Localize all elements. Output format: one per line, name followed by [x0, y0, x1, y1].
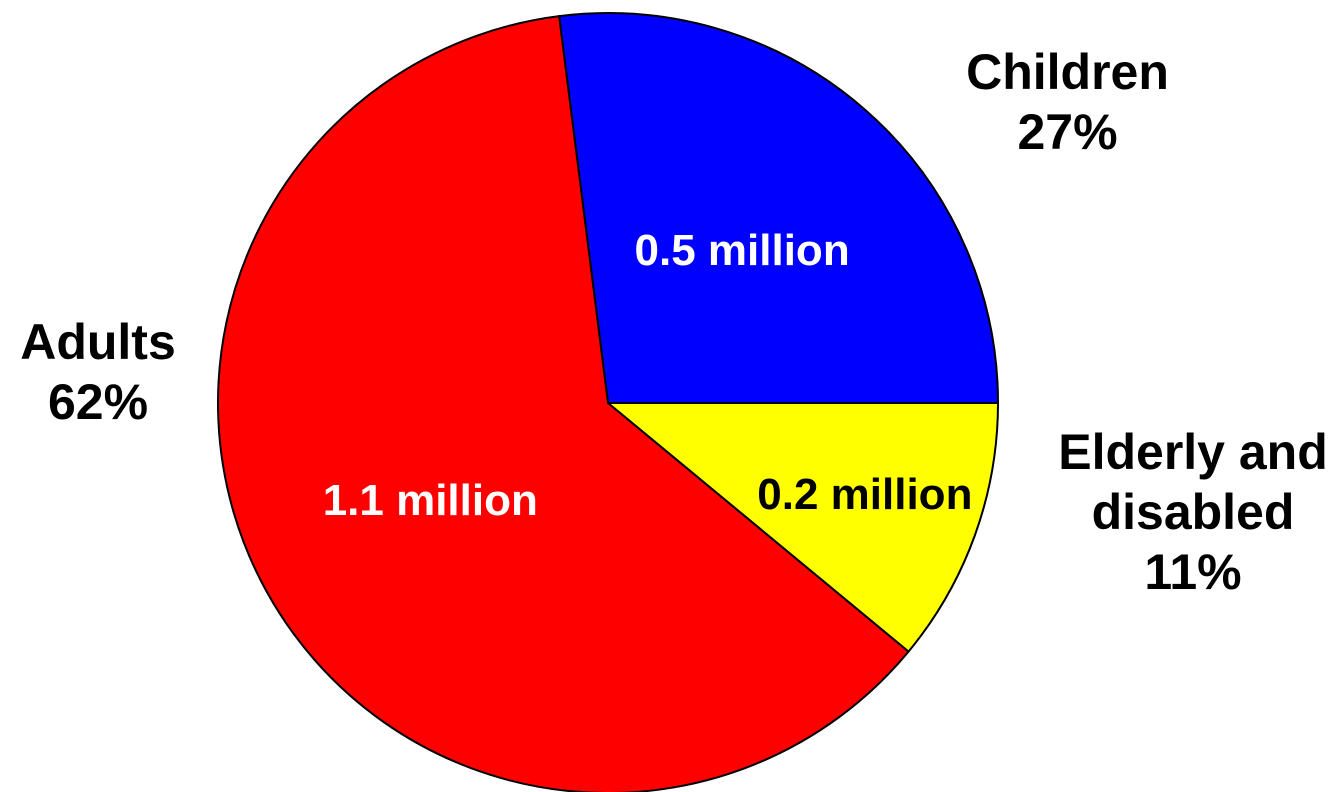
category-elderly-line1: Elderly and [1058, 424, 1328, 480]
pie-slice-adults [217, 14, 910, 792]
percent-adults: 62% [47, 374, 149, 430]
pie-slice-elderly-disabled [605, 402, 1000, 654]
slice-value-label-adults: 1.1 million [322, 475, 538, 525]
percent-children: 27% [1017, 104, 1118, 160]
legend-label-adults: Adults 62% [8, 312, 188, 432]
category-children: Children [966, 44, 1169, 100]
legend-label-elderly-disabled: Elderly and disabled 11% [1048, 422, 1338, 602]
category-elderly-line2: disabled [1091, 484, 1295, 540]
category-adults: Adults [20, 314, 176, 370]
legend-label-children: Children 27% [960, 42, 1175, 162]
slice-value-label-children: 0.5 million [634, 225, 850, 275]
slice-value-label-elderly-disabled: 0.2 million [757, 470, 973, 520]
percent-elderly-disabled: 11% [1144, 544, 1242, 600]
pie-slice-children [558, 12, 1000, 404]
